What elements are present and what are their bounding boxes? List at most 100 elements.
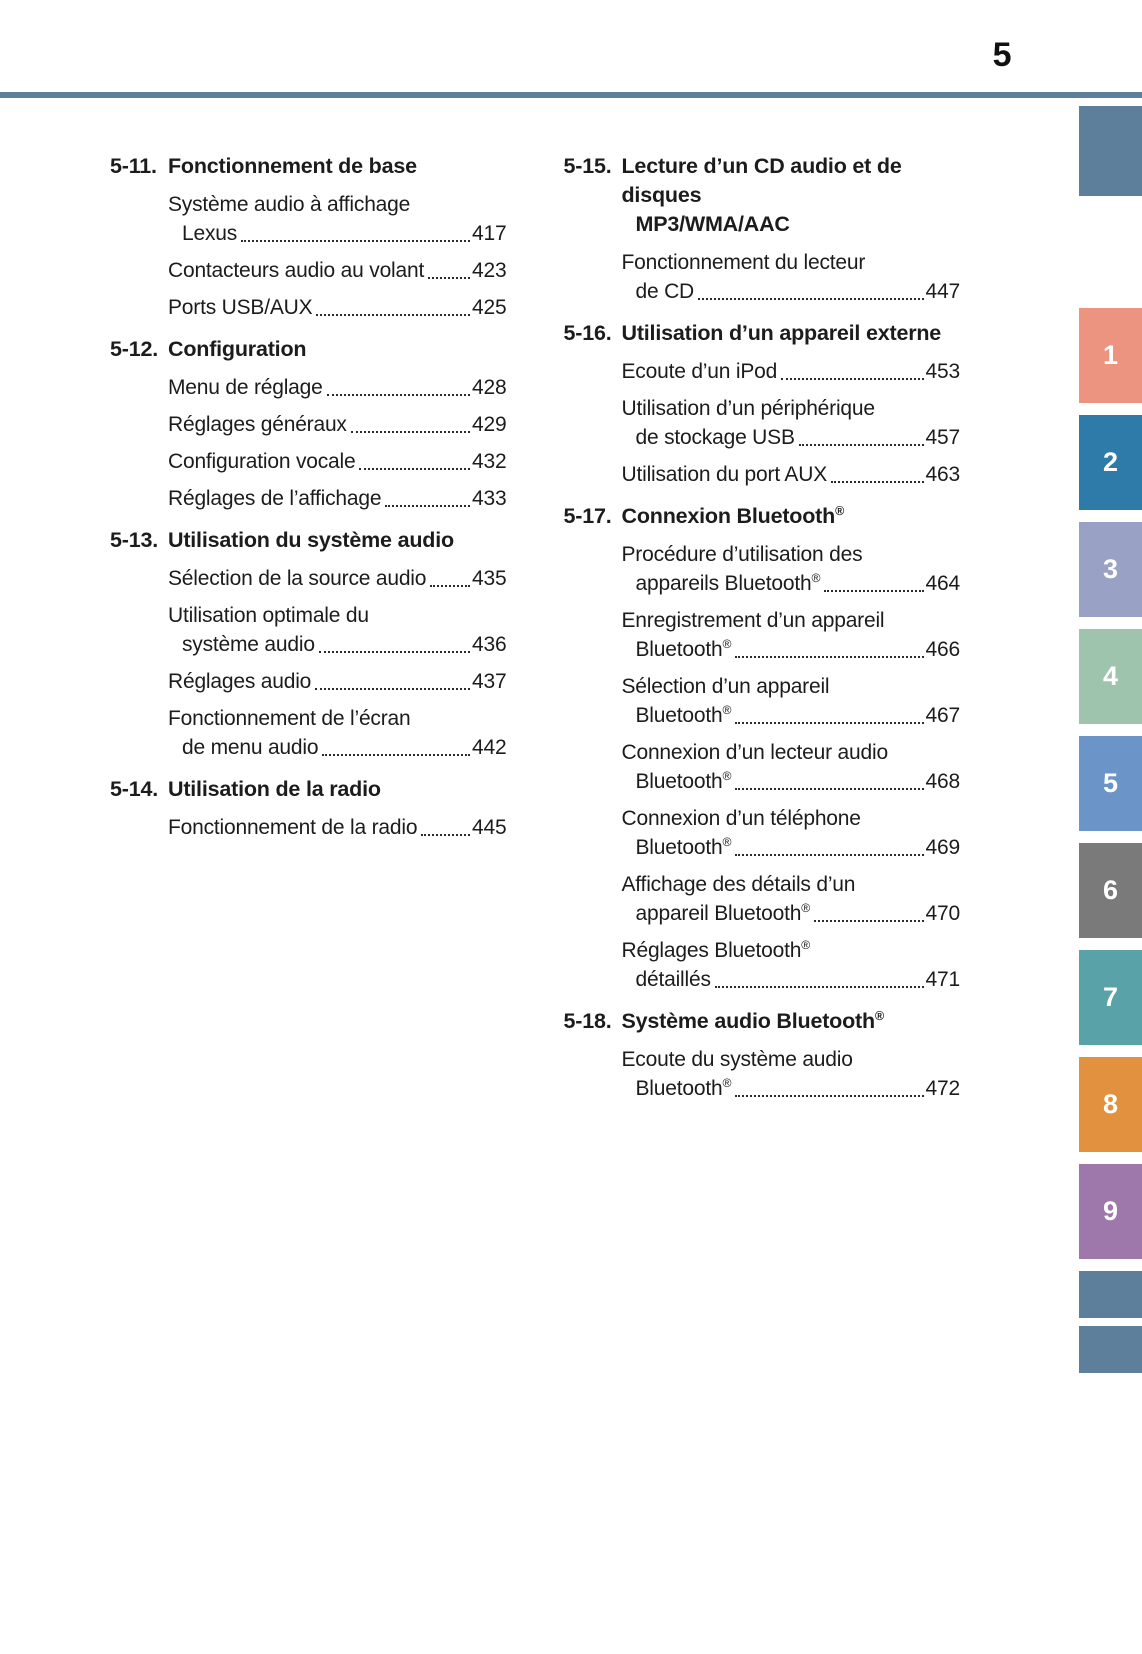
toc-entry-text-line1: Sélection d’un appareil — [621, 675, 830, 698]
chapter-tab-label: 9 — [1102, 1196, 1119, 1226]
section-title: Connexion Bluetooth® — [621, 503, 845, 528]
toc-entry: Affichage des détails d’un appareil Blue… — [622, 870, 961, 928]
toc-entry-text: Ecoute d’un iPod — [621, 360, 778, 383]
toc-entry-text: détaillés — [635, 968, 711, 991]
section-entries: Ecoute du système audio Bluetooth® 472 — [622, 1045, 961, 1103]
toc-entry-text: de stockage USB — [635, 426, 795, 449]
dotted-leader — [714, 986, 924, 988]
section-title-wrap: Fonctionnement de base — [168, 152, 507, 181]
section-number: 5-13. — [110, 528, 159, 552]
toc-entry: Sélection d’un appareil Bluetooth® 467 — [622, 672, 961, 730]
toc-entry-page: 432 — [472, 450, 507, 473]
chapter-tab-label: 6 — [1102, 875, 1119, 905]
toc-entry-last-line: Menu de réglage 428 — [168, 373, 507, 402]
toc-entry-text: Bluetooth® — [635, 637, 732, 661]
dotted-leader — [824, 590, 924, 592]
chapter-tab-label: 7 — [1102, 982, 1119, 1012]
toc-entry: Ecoute d’un iPod 453 — [622, 357, 961, 386]
toc-entry-page: 428 — [472, 376, 507, 399]
toc-entry: Système audio à affichage Lexus 417 — [168, 190, 507, 248]
toc-entry-page: 466 — [925, 638, 961, 661]
toc-entry-last-line: Ports USB/AUX 425 — [168, 293, 507, 322]
toc-entry-text: système audio — [182, 633, 315, 656]
chapter-tab-label: 1 — [1102, 340, 1119, 370]
dotted-leader — [735, 656, 924, 658]
toc-entry-page: 435 — [472, 567, 507, 590]
toc-section: 5-16. Utilisation d’un appareil externe … — [564, 319, 961, 489]
toc-entry-page: 437 — [472, 670, 507, 693]
chapter-tab: 7 — [1079, 950, 1142, 1045]
toc-section: 5-18. Système audio Bluetooth® Ecoute du… — [564, 1007, 961, 1103]
section-entries: Système audio à affichage Lexus 417 Cont… — [168, 190, 507, 322]
dotted-leader — [735, 854, 924, 856]
dotted-leader — [698, 298, 924, 300]
section-title: Lecture d’un CD audio et de disques — [621, 154, 902, 207]
toc-entry-page: 472 — [925, 1077, 961, 1100]
toc-entry-last-line: Bluetooth® 466 — [622, 635, 961, 664]
toc-entry-last-line: Utilisation du port AUX 463 — [622, 460, 961, 489]
dotted-leader — [798, 444, 924, 446]
dotted-leader — [430, 585, 471, 587]
dotted-leader — [326, 394, 471, 396]
toc-entry-page: 469 — [925, 836, 961, 859]
section-title-wrap: Lecture d’un CD audio et de disques MP3/… — [622, 152, 961, 239]
toc-entry-last-line: système audio 436 — [168, 630, 507, 659]
toc-section: 5-15. Lecture d’un CD audio et de disque… — [564, 152, 961, 306]
toc-entry-last-line: de stockage USB 457 — [622, 423, 961, 452]
section-entries: Fonctionnement de la radio 445 — [168, 813, 507, 842]
dotted-leader — [318, 651, 471, 653]
header-rule — [0, 92, 1142, 98]
dotted-leader — [735, 722, 924, 724]
toc-entry-text-line1: Fonctionnement du lecteur — [621, 251, 866, 274]
toc-entry-page: 442 — [472, 736, 507, 759]
toc-entry: Fonctionnement de la radio 445 — [168, 813, 507, 842]
toc-entry-last-line: Réglages de l’affichage 433 — [168, 484, 507, 513]
toc-entry-page: 471 — [925, 968, 961, 991]
toc-entry-page: 457 — [925, 426, 961, 449]
toc-entry-text: Bluetooth® — [635, 769, 732, 793]
toc-entry: Menu de réglage 428 — [168, 373, 507, 402]
toc-entry: Procédure d’utilisation des appareils Bl… — [622, 540, 961, 598]
chapter-tab-label: 5 — [1102, 768, 1119, 798]
toc-entry-text: Sélection de la source audio — [168, 567, 427, 590]
dotted-leader — [735, 1095, 924, 1097]
section-title: Utilisation du système audio — [168, 528, 454, 552]
toc-entry-last-line: de CD 447 — [622, 277, 961, 306]
toc-entry-text: Réglages de l’affichage — [168, 487, 382, 510]
toc-entry-page: 464 — [925, 572, 961, 595]
dotted-leader — [359, 468, 471, 470]
toc-entry-text: Menu de réglage — [168, 376, 323, 399]
chapter-tab-label: 4 — [1102, 661, 1119, 691]
toc-entry-text: Bluetooth® — [635, 835, 732, 859]
section-title-wrap: Configuration — [168, 335, 507, 364]
toc-entry-page: 417 — [472, 222, 507, 245]
toc-entry-page: 467 — [925, 704, 961, 727]
chapter-tab: 4 — [1079, 629, 1142, 724]
toc-entry-text: Contacteurs audio au volant — [168, 259, 425, 282]
toc-entry-last-line: Sélection de la source audio 435 — [168, 564, 507, 593]
section-number: 5-16. — [563, 321, 612, 345]
chapter-tab: 9 — [1079, 1164, 1142, 1259]
toc-entry-text-line1: Fonctionnement de l’écran — [168, 707, 411, 730]
section-entries: Sélection de la source audio 435 Utilisa… — [168, 564, 507, 762]
toc-entry: Contacteurs audio au volant 423 — [168, 256, 507, 285]
section-title: Fonctionnement de base — [168, 154, 417, 178]
toc-entry-text-line1: Utilisation d’un périphérique — [621, 397, 876, 420]
toc-entry-text: Réglages généraux — [168, 413, 347, 436]
toc-entry-last-line: appareil Bluetooth® 470 — [622, 899, 961, 928]
toc-section: 5-17. Connexion Bluetooth® Procédure d’u… — [564, 502, 961, 994]
toc-entry-page: 463 — [925, 463, 961, 486]
toc-entry-text: de CD — [635, 280, 695, 303]
dotted-leader — [781, 378, 924, 380]
toc-entry-last-line: appareils Bluetooth® 464 — [622, 569, 961, 598]
toc-section: 5-12. Configuration Menu de réglage 428 … — [110, 335, 507, 513]
toc-entry-text: Utilisation du port AUX — [621, 463, 828, 486]
chapter-tab-label: 2 — [1102, 447, 1119, 477]
toc-entry-text: Bluetooth® — [635, 703, 732, 727]
section-entries: Procédure d’utilisation des appareils Bl… — [622, 540, 961, 994]
chapter-tab: 3 — [1079, 522, 1142, 617]
toc-entry-last-line: Ecoute d’un iPod 453 — [622, 357, 961, 386]
toc-entry: Enregistrement d’un appareil Bluetooth® … — [622, 606, 961, 664]
toc-entry: Sélection de la source audio 435 — [168, 564, 507, 593]
